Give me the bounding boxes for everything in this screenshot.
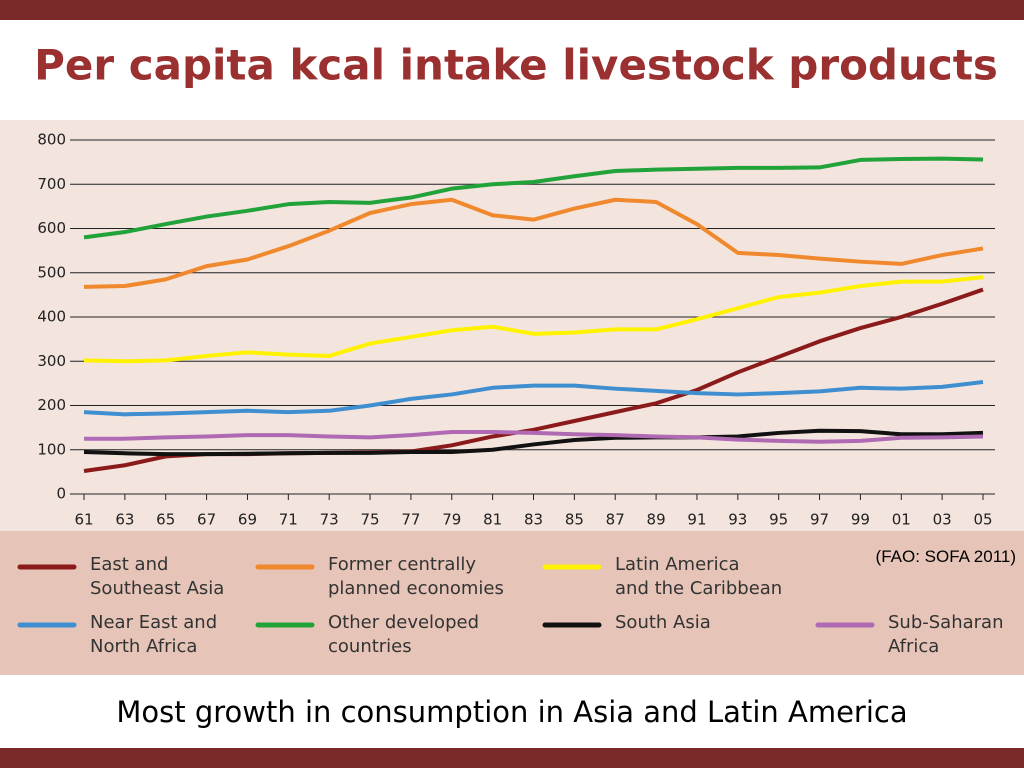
y-tick-label: 800 [37, 131, 66, 149]
x-tick-label: 85 [565, 511, 584, 529]
series-line [83, 275, 984, 364]
legend-label: Near East and North Africa [90, 612, 218, 657]
y-tick-label: 600 [37, 219, 66, 237]
x-tick-label: 93 [728, 511, 747, 529]
legend-label: East and Southeast Asia [90, 554, 225, 599]
y-tick-label: 300 [37, 352, 66, 370]
x-tick-label: 95 [769, 511, 788, 529]
chart-title: Per capita kcal intake livestock product… [34, 41, 998, 90]
y-tick-label: 100 [37, 440, 66, 458]
x-tick-label: 75 [360, 511, 379, 529]
x-tick-label: 05 [973, 511, 992, 529]
x-tick-label: 01 [892, 511, 911, 529]
x-tick-label: 63 [115, 511, 134, 529]
legend-label: Other developed countries [328, 612, 479, 657]
x-tick-label: 77 [401, 511, 420, 529]
bottom-bar [0, 748, 1024, 768]
y-tick-label: 0 [56, 485, 66, 503]
series-line [83, 428, 984, 457]
legend-label: Sub-Saharan Africa [888, 612, 1004, 657]
plot-panel [0, 120, 1024, 531]
series-line [84, 430, 984, 444]
x-tick-label: 83 [524, 511, 543, 529]
y-tick-label: 700 [37, 175, 66, 193]
x-tick-label: 79 [442, 511, 461, 529]
y-tick-label: 400 [37, 308, 66, 326]
x-tick-label: 61 [74, 511, 93, 529]
x-tick-label: 89 [647, 511, 666, 529]
x-tick-label: 87 [606, 511, 625, 529]
series-line [83, 197, 984, 289]
legend-panel [0, 531, 1024, 675]
source: (FAO: SOFA 2011) [875, 547, 1016, 566]
caption: Most growth in consumption in Asia and L… [116, 695, 907, 729]
x-tick-label: 69 [238, 511, 257, 529]
x-tick-label: 91 [687, 511, 706, 529]
x-tick-label: 03 [933, 511, 952, 529]
x-tick-label: 67 [197, 511, 216, 529]
legend-label: Former centrally planned economies [328, 554, 504, 599]
legend-label: South Asia [615, 612, 711, 633]
x-tick-label: 71 [279, 511, 298, 529]
x-tick-label: 65 [156, 511, 175, 529]
x-tick-label: 81 [483, 511, 502, 529]
series-line [83, 156, 984, 240]
y-tick-label: 200 [37, 396, 66, 414]
x-tick-label: 99 [851, 511, 870, 529]
top-bar [0, 0, 1024, 20]
x-tick-label: 73 [320, 511, 339, 529]
y-tick-label: 500 [37, 263, 66, 281]
legend-label: Latin America and the Caribbean [615, 554, 783, 599]
series-line [83, 380, 984, 417]
x-tick-label: 97 [810, 511, 829, 529]
